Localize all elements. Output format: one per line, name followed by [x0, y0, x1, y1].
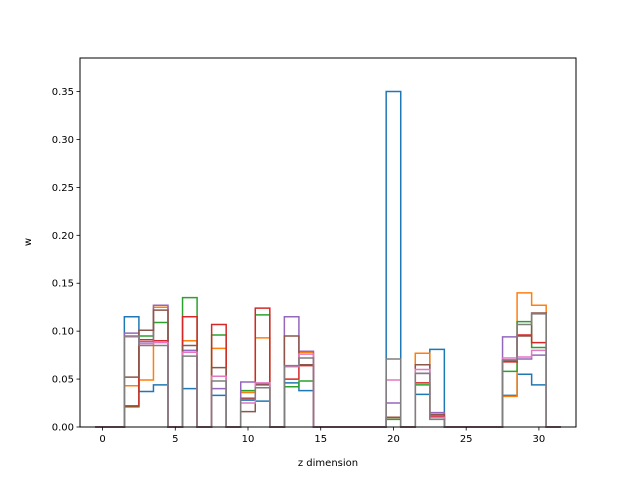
x-tick-label: 30	[533, 434, 546, 445]
x-axis-label: z dimension	[298, 458, 358, 469]
series-3-step-line	[95, 296, 561, 428]
series-6-step-line	[95, 309, 561, 428]
y-tick-label: 0.35	[52, 87, 74, 98]
y-tick-label: 0.10	[52, 327, 74, 338]
series-8-step-line	[95, 313, 561, 428]
y-tick-label: 0.15	[52, 279, 74, 290]
x-tick-label: 20	[387, 434, 400, 445]
x-tick-label: 5	[172, 434, 178, 445]
x-tick-label: 15	[314, 434, 327, 445]
series-4-step-line	[95, 307, 561, 428]
y-tick-label: 0.05	[52, 375, 74, 386]
y-axis-ticks: 0.00 0.05 0.10 0.15 0.20 0.25 0.30 0.35	[52, 87, 80, 434]
series-7-step-line	[95, 336, 561, 428]
x-tick-label: 0	[99, 434, 105, 445]
series-1-step-line	[95, 90, 561, 428]
y-tick-label: 0.20	[52, 231, 74, 242]
series-5-step-line	[95, 304, 561, 428]
x-axis-ticks: 0 5 10 15 20 25 30	[99, 427, 545, 445]
y-axis-label: w	[23, 238, 34, 246]
x-tick-label: 25	[460, 434, 473, 445]
y-tick-label: 0.30	[52, 135, 74, 146]
plot-frame	[79, 57, 577, 428]
series-layer	[95, 90, 561, 428]
y-tick-label: 0.25	[52, 183, 74, 194]
x-tick-label: 10	[242, 434, 255, 445]
y-tick-label: 0.00	[52, 423, 74, 434]
series-2-step-line	[95, 292, 561, 428]
